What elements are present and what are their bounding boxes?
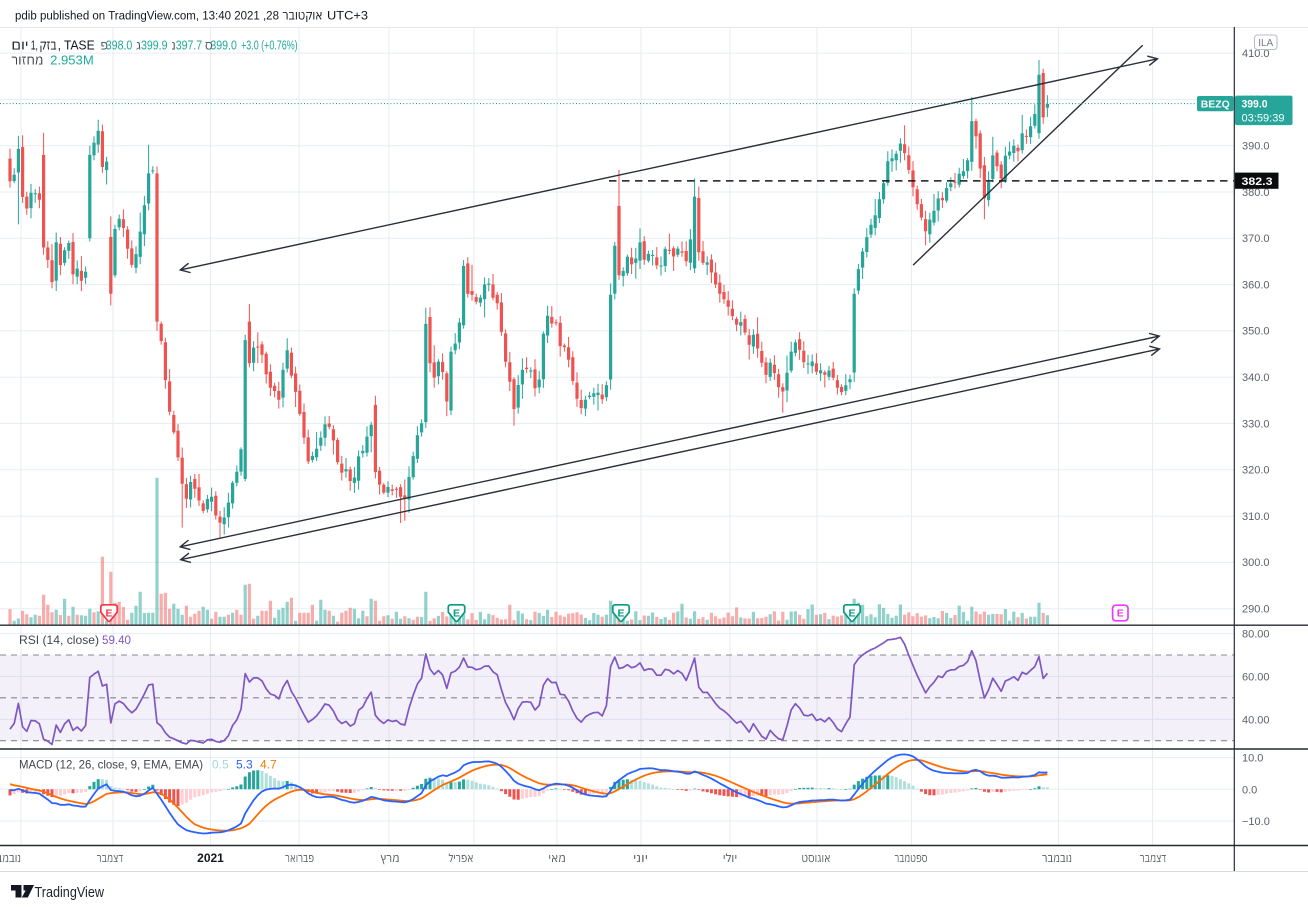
svg-text:E: E bbox=[617, 607, 624, 619]
svg-text:290.0: 290.0 bbox=[1242, 604, 1270, 616]
svg-text:2021: 2021 bbox=[197, 851, 224, 865]
svg-text:E: E bbox=[453, 607, 460, 619]
svg-text:0.5: 0.5 bbox=[212, 758, 229, 772]
svg-text:40.00: 40.00 bbox=[1242, 714, 1270, 726]
svg-text:300.0: 300.0 bbox=[1242, 557, 1270, 569]
svg-text:399.0: 399.0 bbox=[1242, 99, 1268, 111]
svg-text:330.0: 330.0 bbox=[1242, 418, 1270, 430]
svg-text:80.00: 80.00 bbox=[1242, 629, 1270, 641]
svg-text:4.7: 4.7 bbox=[260, 758, 277, 772]
svg-text:−10.0: −10.0 bbox=[1242, 816, 1270, 828]
svg-text:1,: 1, bbox=[31, 38, 38, 53]
svg-text:399.0: 399.0 bbox=[210, 38, 237, 53]
svg-text:397.7: 397.7 bbox=[176, 38, 203, 53]
svg-text:2.953M: 2.953M bbox=[50, 53, 93, 68]
svg-text:+3.0 (+0.76%): +3.0 (+0.76%) bbox=[241, 38, 298, 53]
svg-text:5.3: 5.3 bbox=[236, 758, 253, 772]
svg-text:390.0: 390.0 bbox=[1242, 141, 1270, 153]
svg-text:pdib published on TradingView.: pdib published on TradingView.com, 13:40… bbox=[15, 9, 279, 23]
svg-text:370.0: 370.0 bbox=[1242, 233, 1270, 245]
svg-text:382.3: 382.3 bbox=[1242, 176, 1273, 188]
svg-text:398.0: 398.0 bbox=[106, 38, 133, 53]
svg-text:E: E bbox=[1117, 608, 1124, 620]
svg-text:TradingView: TradingView bbox=[35, 884, 105, 901]
svg-text:0.0: 0.0 bbox=[1242, 784, 1257, 796]
svg-text:10.0: 10.0 bbox=[1242, 753, 1263, 765]
svg-text:59.40: 59.40 bbox=[102, 633, 131, 647]
svg-text:MACD (12, 26, close, 9, EMA, E: MACD (12, 26, close, 9, EMA, EMA) bbox=[19, 758, 203, 772]
svg-text:410.0: 410.0 bbox=[1242, 48, 1270, 60]
svg-text:360.0: 360.0 bbox=[1242, 279, 1270, 291]
svg-text:BEZQ: BEZQ bbox=[1201, 99, 1230, 111]
svg-text:320.0: 320.0 bbox=[1242, 465, 1270, 477]
svg-text:399.9: 399.9 bbox=[141, 38, 168, 53]
svg-text:E: E bbox=[105, 607, 112, 619]
svg-text:E: E bbox=[848, 607, 855, 619]
svg-text:60.00: 60.00 bbox=[1242, 671, 1270, 683]
svg-text:340.0: 340.0 bbox=[1242, 372, 1270, 384]
svg-text:350.0: 350.0 bbox=[1242, 326, 1270, 338]
svg-text:UTC+3: UTC+3 bbox=[327, 9, 368, 23]
svg-text:03:59:39: 03:59:39 bbox=[1242, 112, 1285, 124]
svg-text:, TASE: , TASE bbox=[58, 38, 95, 53]
svg-text:ILA: ILA bbox=[1258, 38, 1273, 49]
svg-text:380.0: 380.0 bbox=[1242, 187, 1270, 199]
svg-text:RSI (14, close): RSI (14, close) bbox=[19, 633, 99, 647]
svg-text:310.0: 310.0 bbox=[1242, 511, 1270, 523]
